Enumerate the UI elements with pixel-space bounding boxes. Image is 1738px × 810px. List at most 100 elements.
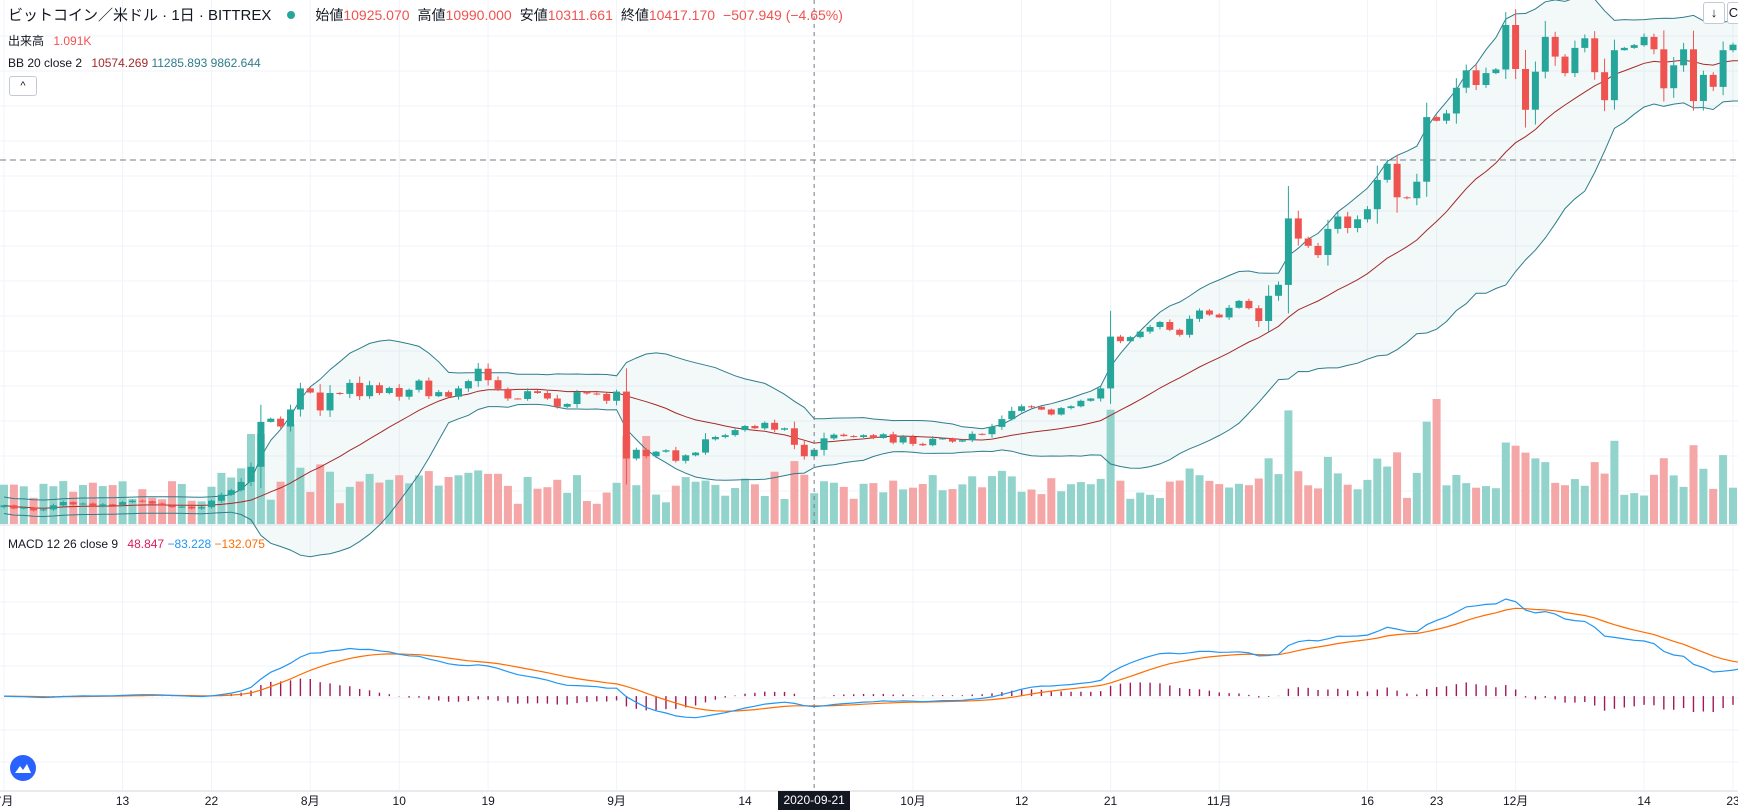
x-tick-label: 7月 [0, 794, 13, 808]
volume-bar [523, 477, 532, 524]
volume-bar [1472, 487, 1481, 524]
candle-body [1304, 238, 1312, 246]
volume-bar [1393, 452, 1402, 524]
candle-body [998, 419, 1006, 427]
x-tick-label: 14 [1637, 794, 1651, 808]
volume-bar [1244, 485, 1253, 524]
x-tick-label: 10月 [900, 794, 925, 808]
volume-bar [1353, 489, 1362, 524]
volume-bar [355, 481, 364, 524]
candle-body [563, 404, 571, 407]
volume-bar [237, 468, 246, 524]
volume-bar [128, 498, 137, 524]
volume-bar [760, 496, 769, 524]
candle-body [1344, 216, 1352, 228]
candle-body [1551, 36, 1559, 57]
volume-bar [454, 475, 463, 524]
volume-bar [1610, 440, 1619, 524]
high-label: 高値 [417, 6, 446, 23]
candle-body [721, 435, 729, 437]
candle-body [1235, 300, 1243, 308]
candle-body [247, 466, 255, 482]
candle-body [1472, 70, 1480, 85]
volume-bar [1333, 473, 1342, 524]
collapse-legend-button[interactable]: ^ [9, 76, 37, 96]
volume-bar [701, 480, 710, 524]
candle-body [534, 391, 541, 393]
volume-bar [0, 484, 8, 524]
volume-bar [1432, 399, 1441, 524]
candle-body [652, 451, 660, 457]
candle-body [682, 455, 690, 461]
candle-body [178, 506, 186, 508]
volume-bar [1156, 498, 1164, 524]
volume-bar [9, 484, 18, 524]
candle-body [1571, 47, 1579, 74]
candle-body [148, 501, 156, 504]
volume-bar [691, 481, 700, 524]
tradingview-logo[interactable] [10, 755, 36, 781]
volume-bar [820, 481, 828, 524]
candle-body [445, 392, 453, 397]
volume-bar [1689, 445, 1698, 524]
symbol-title[interactable]: ビットコイン／米ドル · 1日 · BITTREX [8, 7, 272, 24]
volume-bar [1225, 487, 1234, 524]
volume-bar [474, 470, 483, 524]
candle-body [188, 506, 196, 509]
volume-bar [1165, 481, 1174, 524]
candle-body [1067, 406, 1075, 409]
volume-bar [711, 484, 720, 524]
x-axis-ticks: 7月 13 22 8月 10 19 9月 14 10月 12 21 11月 16 23 12月 14 23 [0, 794, 1738, 808]
volume-bar [296, 467, 305, 524]
volume-bar [1294, 471, 1303, 524]
volume-bar [158, 499, 167, 524]
volume-bar [1521, 452, 1530, 524]
volume-bar [938, 490, 947, 524]
volume-bar [1106, 409, 1115, 524]
macd-hist-value: 48.847 [127, 537, 165, 551]
candle-body [1393, 163, 1401, 198]
candle-body [326, 393, 334, 411]
candle-body [316, 392, 324, 411]
candle-body [1294, 218, 1302, 239]
candle-body [1423, 117, 1431, 182]
volume-bar [1679, 486, 1688, 524]
reset-chart-button[interactable]: C [1727, 2, 1738, 24]
candle-body [1255, 308, 1263, 321]
candle-body [711, 437, 719, 440]
candle-body [1215, 314, 1223, 318]
volume-bar [69, 491, 78, 524]
volume-legend[interactable]: 出来高 1.091K [8, 32, 91, 49]
candle-body [1087, 398, 1095, 401]
volume-bar [1482, 486, 1490, 524]
volume-bar [1027, 489, 1036, 524]
volume-bar [1511, 445, 1520, 524]
volume-bar [573, 475, 581, 524]
candle-body [692, 452, 700, 456]
volume-bar [810, 493, 819, 524]
candle-body [296, 388, 304, 410]
candle-body [1373, 179, 1381, 210]
volume-bar [1600, 473, 1609, 524]
scroll-down-button[interactable]: ↓ [1703, 2, 1725, 24]
candle-body [1008, 410, 1016, 420]
volume-bar [266, 499, 275, 524]
bb-legend[interactable]: BB 20 close 2 10574.269 11285.893 9862.6… [8, 56, 261, 70]
candle-body [642, 449, 650, 457]
candle-body [1601, 72, 1609, 101]
volume-bar [1541, 462, 1550, 524]
volume-bar [1067, 484, 1075, 524]
candle-body [89, 503, 97, 507]
volume-value: 1.091K [53, 34, 92, 48]
candle-body [1561, 56, 1569, 74]
candle-body [790, 428, 798, 445]
bb-lower-line [3, 100, 1738, 558]
volume-bar [148, 497, 157, 524]
candle-body [1275, 284, 1282, 296]
candle-body [1660, 49, 1668, 89]
volume-bar [721, 495, 730, 524]
macd-legend[interactable]: MACD 12 26 close 9 48.847 −83.228 −132.0… [8, 537, 265, 551]
volume-bar [335, 503, 344, 524]
candle-body [1037, 406, 1045, 410]
